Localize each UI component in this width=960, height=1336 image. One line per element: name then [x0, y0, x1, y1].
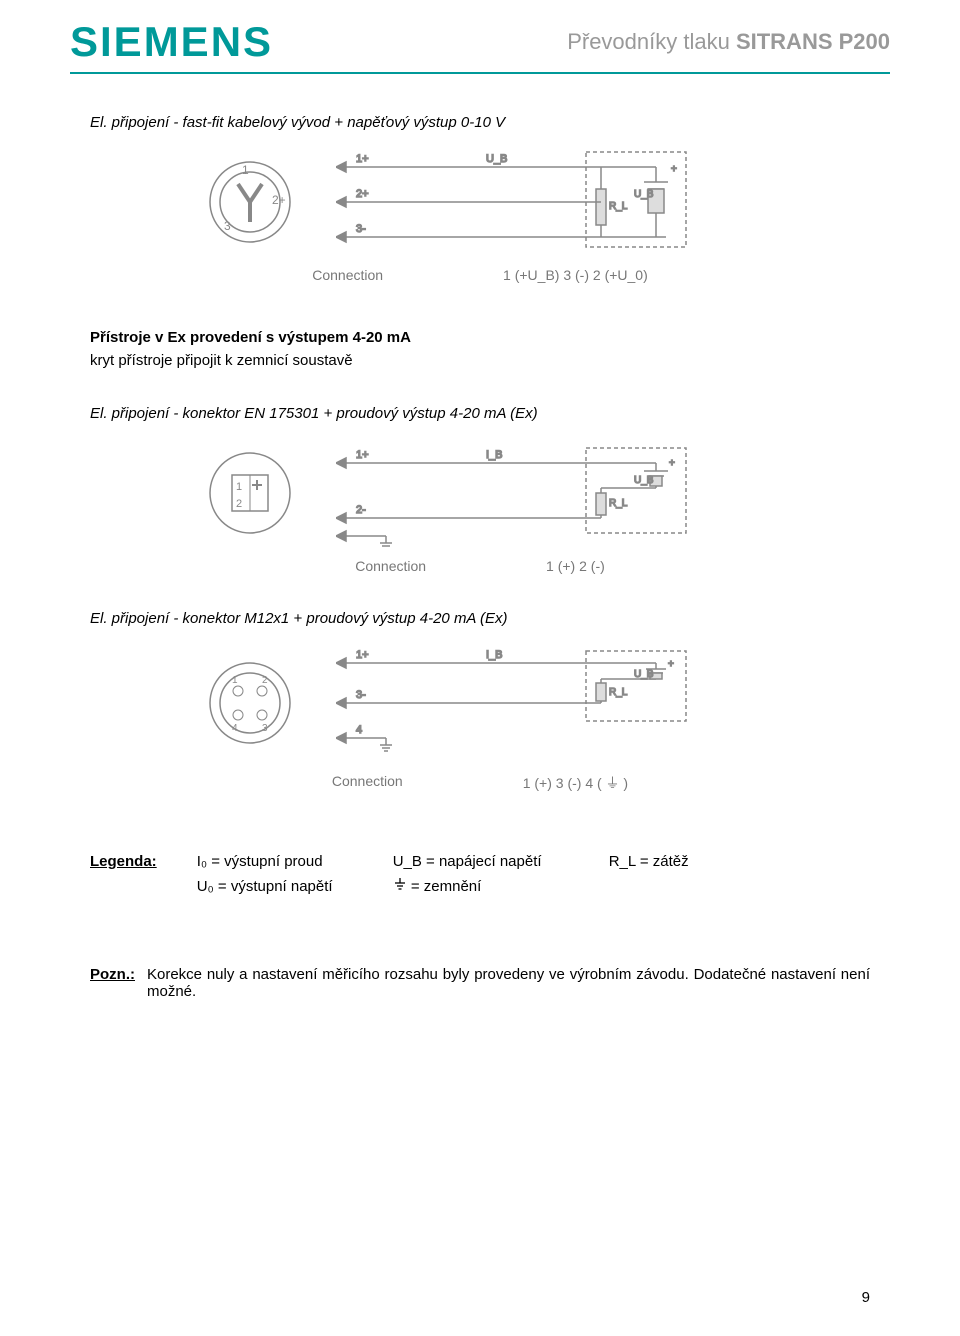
- svg-text:1: 1: [232, 675, 238, 686]
- note-label: Pozn.:: [90, 966, 135, 1000]
- doc-title-prefix: Převodníky tlaku: [567, 29, 736, 54]
- svg-text:+: +: [668, 659, 674, 670]
- svg-text:U_B: U_B: [634, 669, 654, 680]
- svg-text:I_B: I_B: [486, 449, 503, 461]
- schematic-2wire-gnd-icon: 1+ I_B 3- 4 R_L: [336, 643, 716, 763]
- section-1-title: El. připojení - fast-fit kabelový vývod …: [90, 114, 870, 131]
- section-3-title: El. připojení - konektor EN 175301 + pro…: [90, 405, 870, 422]
- caption-pins-3: 1 (+) 3 (-) 4 ( ⏚ ): [523, 773, 628, 793]
- svg-text:4: 4: [232, 723, 238, 734]
- caption-pins: 1 (+U_B) 3 (-) 2 (+U_0): [503, 267, 648, 283]
- diagram-2-caption: Connection 1 (+) 2 (-): [90, 558, 870, 574]
- note-text: Korekce nuly a nastavení měřicího rozsah…: [147, 966, 870, 1000]
- svg-text:1: 1: [242, 163, 249, 177]
- svg-text:1: 1: [236, 481, 242, 493]
- section-2-title: Přístroje v Ex provedení s výstupem 4-20…: [90, 329, 870, 346]
- svg-text:1+: 1+: [356, 153, 369, 165]
- svg-text:R_L: R_L: [609, 687, 628, 698]
- svg-text:+: +: [669, 458, 675, 469]
- connector-square-icon: 1 2: [200, 443, 300, 543]
- legend-label: Legenda:: [90, 853, 157, 896]
- caption-pins-2: 1 (+) 2 (-): [546, 558, 605, 574]
- svg-text:2+: 2+: [356, 188, 369, 200]
- legend-u0: U₀ = výstupní napětí: [197, 878, 377, 896]
- legend-rl: R_L = zátěž: [609, 853, 729, 870]
- svg-text:3-: 3-: [356, 223, 366, 235]
- svg-text:R_L: R_L: [609, 498, 628, 509]
- legend-ub: U_B = napájecí napětí: [393, 853, 593, 870]
- diagram-1: 1 2+ 3 1+ U_B 2+ 3-: [200, 147, 870, 257]
- caption-connection-3: Connection: [332, 773, 403, 793]
- legend-grid: I₀ = výstupní proud U_B = napájecí napět…: [197, 853, 729, 896]
- doc-title-strong: SITRANS P200: [736, 29, 890, 54]
- svg-text:3: 3: [224, 219, 231, 233]
- schematic-2wire-icon: 1+ I_B 2- R_L + U_B: [336, 438, 716, 548]
- legend: Legenda: I₀ = výstupní proud U_B = napáj…: [90, 853, 870, 896]
- doc-title: Převodníky tlaku SITRANS P200: [567, 29, 890, 55]
- page-content: El. připojení - fast-fit kabelový vývod …: [0, 74, 960, 1000]
- section-2: Přístroje v Ex provedení s výstupem 4-20…: [90, 329, 870, 369]
- page-header: SIEMENS Převodníky tlaku SITRANS P200: [0, 0, 960, 72]
- page-number: 9: [862, 1289, 870, 1306]
- connector-m12-icon: 1 2 4 3: [200, 653, 300, 753]
- svg-text:2: 2: [236, 498, 242, 510]
- schematic-3wire-icon: 1+ U_B 2+ 3- R_L: [336, 147, 716, 257]
- svg-text:I_B: I_B: [486, 649, 503, 661]
- svg-text:1+: 1+: [356, 649, 369, 661]
- caption-connection: Connection: [312, 267, 383, 283]
- legend-gnd: = zemnění: [393, 878, 593, 896]
- diagram-2: 1 2 1+ I_B 2- R_L: [200, 438, 870, 548]
- svg-text:1+: 1+: [356, 449, 369, 461]
- siemens-logo: SIEMENS: [70, 18, 273, 66]
- caption-connection-2: Connection: [355, 558, 426, 574]
- note: Pozn.: Korekce nuly a nastavení měřicího…: [90, 966, 870, 1000]
- legend-i0: I₀ = výstupní proud: [197, 853, 377, 870]
- svg-text:+: +: [671, 164, 677, 175]
- svg-text:U_B: U_B: [634, 475, 654, 486]
- section-2-sub: kryt přístroje připojit k zemnicí sousta…: [90, 352, 870, 369]
- svg-text:R_L: R_L: [609, 201, 628, 212]
- svg-text:3-: 3-: [356, 689, 366, 701]
- section-4-title: El. připojení - konektor M12x1 + proudov…: [90, 610, 870, 627]
- connector-round-icon: 1 2+ 3: [200, 152, 300, 252]
- svg-text:3: 3: [262, 723, 268, 734]
- diagram-1-caption: Connection 1 (+U_B) 3 (-) 2 (+U_0): [90, 267, 870, 283]
- svg-text:2+: 2+: [272, 193, 286, 207]
- svg-text:U_B: U_B: [634, 189, 654, 200]
- svg-text:4: 4: [356, 724, 362, 736]
- ground-icon: [393, 878, 407, 896]
- svg-text:2: 2: [262, 675, 268, 686]
- diagram-3: 1 2 4 3 1+ I_B 3- 4: [200, 643, 870, 763]
- legend-gnd-text: = zemnění: [407, 878, 482, 895]
- svg-text:U_B: U_B: [486, 153, 507, 165]
- svg-text:2-: 2-: [356, 504, 366, 516]
- diagram-3-caption: Connection 1 (+) 3 (-) 4 ( ⏚ ): [90, 773, 870, 793]
